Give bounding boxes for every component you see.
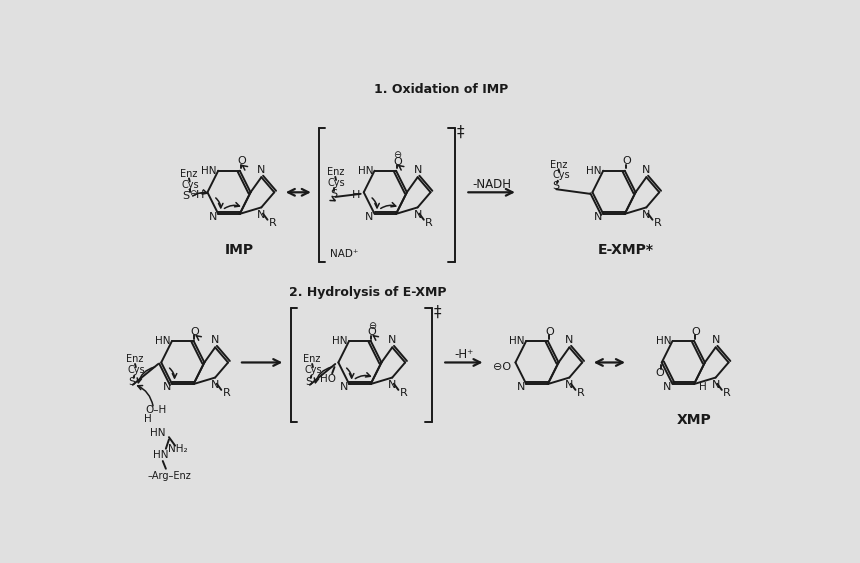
Text: N: N: [257, 164, 266, 175]
Text: N: N: [211, 380, 219, 390]
Text: S: S: [182, 191, 189, 201]
Text: N: N: [565, 334, 574, 345]
Text: ⊖: ⊖: [189, 189, 197, 198]
Text: R: R: [269, 218, 277, 228]
Text: N: N: [517, 382, 525, 392]
Text: O: O: [691, 327, 700, 337]
Text: NAD⁺: NAD⁺: [329, 249, 358, 259]
Text: HN: HN: [201, 166, 217, 176]
Text: HN: HN: [655, 336, 671, 346]
Text: N: N: [257, 210, 266, 220]
Text: R: R: [723, 388, 731, 398]
Text: HN: HN: [509, 336, 525, 346]
Text: N: N: [414, 210, 422, 220]
Text: S: S: [552, 181, 559, 191]
Text: HN: HN: [155, 336, 170, 346]
Text: N: N: [711, 334, 720, 345]
Text: S: S: [330, 189, 337, 199]
Text: H: H: [195, 190, 204, 200]
Text: N: N: [340, 382, 348, 392]
Text: ⊖: ⊖: [368, 320, 377, 330]
Text: IMP: IMP: [225, 243, 255, 257]
Text: -NADH: -NADH: [472, 178, 511, 191]
Text: O–H: O–H: [145, 405, 167, 415]
Text: N: N: [642, 164, 650, 175]
Text: Cys: Cys: [305, 365, 322, 375]
Text: Enz: Enz: [327, 167, 344, 177]
Text: N: N: [593, 212, 602, 222]
Text: ‡: ‡: [434, 305, 441, 320]
Text: E-XMP*: E-XMP*: [598, 243, 654, 257]
Text: N: N: [565, 380, 574, 390]
Text: HN: HN: [153, 450, 169, 460]
Text: O: O: [237, 157, 246, 167]
Text: R: R: [426, 218, 433, 228]
Text: O: O: [545, 327, 554, 337]
Text: Enz: Enz: [181, 169, 198, 179]
Text: N: N: [414, 164, 422, 175]
Text: S: S: [128, 377, 136, 387]
Text: Enz: Enz: [304, 354, 321, 364]
Text: Cys: Cys: [181, 180, 200, 190]
Text: XMP: XMP: [677, 413, 711, 427]
Text: -H⁺: -H⁺: [454, 347, 474, 360]
Text: H: H: [352, 190, 360, 200]
Text: O: O: [656, 368, 665, 378]
Text: Cys: Cys: [128, 365, 145, 375]
Text: HN: HN: [587, 166, 602, 176]
Text: R: R: [577, 388, 585, 398]
Text: N: N: [388, 380, 396, 390]
Text: N: N: [163, 382, 171, 392]
Text: Enz: Enz: [126, 354, 144, 364]
Text: R: R: [223, 388, 230, 398]
Text: N: N: [211, 334, 219, 345]
Text: HO: HO: [320, 374, 335, 385]
Text: O: O: [368, 328, 377, 337]
Text: N: N: [711, 380, 720, 390]
Text: ⊖O: ⊖O: [493, 362, 511, 372]
Text: –Arg–Enz: –Arg–Enz: [148, 471, 192, 481]
Text: Enz: Enz: [550, 159, 568, 169]
Text: Cys: Cys: [552, 171, 569, 180]
Text: HN: HN: [332, 336, 347, 346]
Text: ‡: ‡: [457, 125, 464, 140]
Text: 2. Hydrolysis of E-XMP: 2. Hydrolysis of E-XMP: [289, 286, 446, 299]
Text: N: N: [642, 210, 650, 220]
Text: N: N: [388, 334, 396, 345]
Text: O: O: [393, 157, 402, 167]
Text: R: R: [400, 388, 408, 398]
Text: HN: HN: [358, 166, 373, 176]
Text: ⊖: ⊖: [394, 150, 402, 160]
Text: HN: HN: [150, 428, 166, 439]
Text: Cys: Cys: [328, 178, 346, 188]
Text: 1. Oxidation of IMP: 1. Oxidation of IMP: [373, 83, 508, 96]
Text: R: R: [654, 218, 662, 228]
Text: N: N: [209, 212, 217, 222]
Text: NH₂: NH₂: [169, 444, 188, 454]
Text: H: H: [144, 414, 151, 425]
Text: H: H: [699, 382, 707, 392]
Text: N: N: [663, 382, 672, 392]
Text: O: O: [191, 327, 200, 337]
Text: S: S: [305, 377, 313, 387]
Text: N: N: [365, 212, 373, 222]
Text: O: O: [622, 157, 630, 167]
